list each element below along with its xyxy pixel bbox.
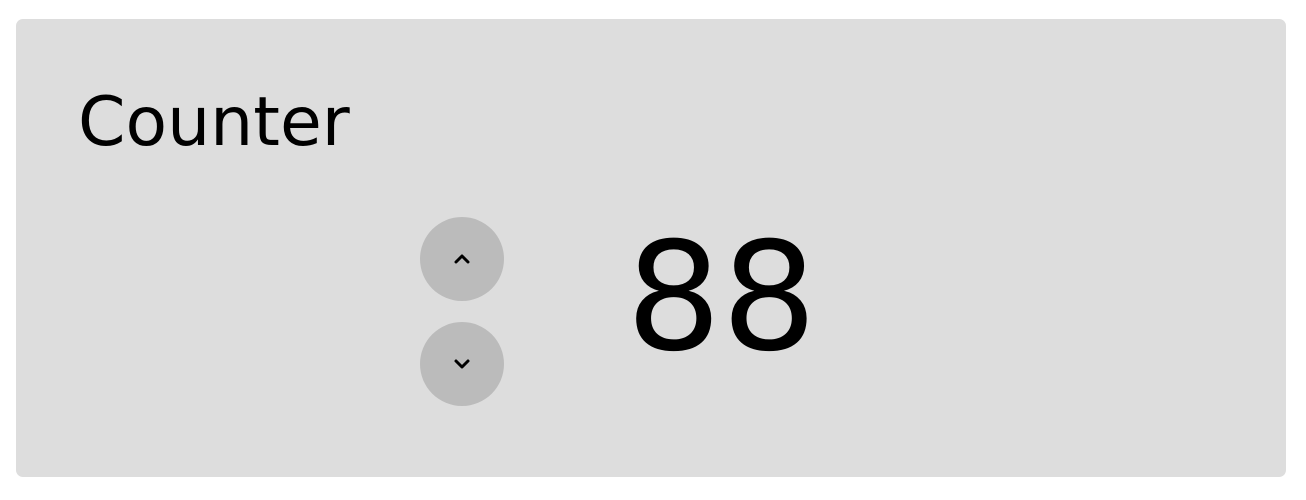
counter-card: Counter 88 [16, 19, 1286, 477]
counter-value: 88 [626, 211, 817, 385]
counter-title: Counter [78, 83, 350, 162]
increment-button[interactable] [420, 217, 504, 301]
chevron-up-icon [450, 247, 474, 271]
decrement-button[interactable] [420, 322, 504, 406]
chevron-down-icon [450, 352, 474, 376]
